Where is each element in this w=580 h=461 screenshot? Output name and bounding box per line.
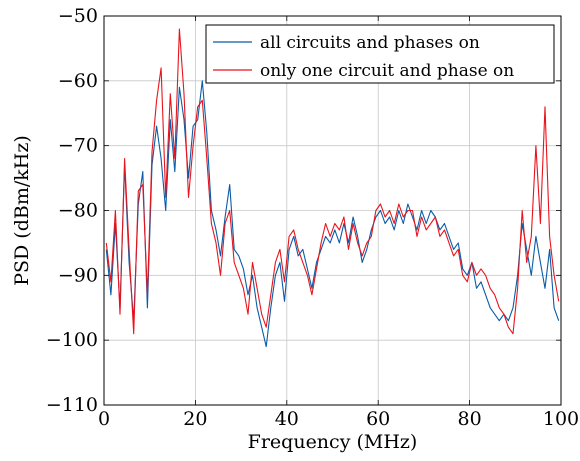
tick-labels: 0 20 40 60 80 100 −110 −100 −90 −80 −70 −60 −50 (46, 5, 579, 430)
y-tick-label: −70 (58, 135, 98, 157)
series-line-one-circuit (105, 28, 560, 335)
y-tick-label: −90 (58, 264, 98, 286)
y-tick-label: −80 (58, 200, 98, 222)
x-tick-label: 100 (543, 408, 579, 430)
legend-label-all-circuits: all circuits and phases on (260, 33, 480, 53)
y-tick-label: −110 (46, 394, 98, 416)
y-tick-label: −100 (46, 329, 98, 351)
x-tick-label: 20 (183, 408, 207, 430)
y-tick-label: −50 (58, 5, 98, 27)
x-tick-label: 80 (458, 408, 482, 430)
series-layer (105, 28, 560, 348)
legend-label-one-circuit: only one circuit and phase on (260, 61, 514, 81)
x-tick-label: 0 (98, 408, 110, 430)
x-axis-label: Frequency (MHz) (248, 431, 418, 453)
x-tick-label: 60 (366, 408, 390, 430)
y-tick-label: −60 (58, 70, 98, 92)
legend-box (205, 24, 555, 84)
ticks (103, 15, 562, 406)
legend: all circuits and phases on only one circ… (205, 24, 555, 84)
x-tick-label: 40 (275, 408, 299, 430)
series-line-all-circuits (105, 80, 560, 348)
y-axis-label: PSD (dBm/kHz) (11, 135, 33, 286)
